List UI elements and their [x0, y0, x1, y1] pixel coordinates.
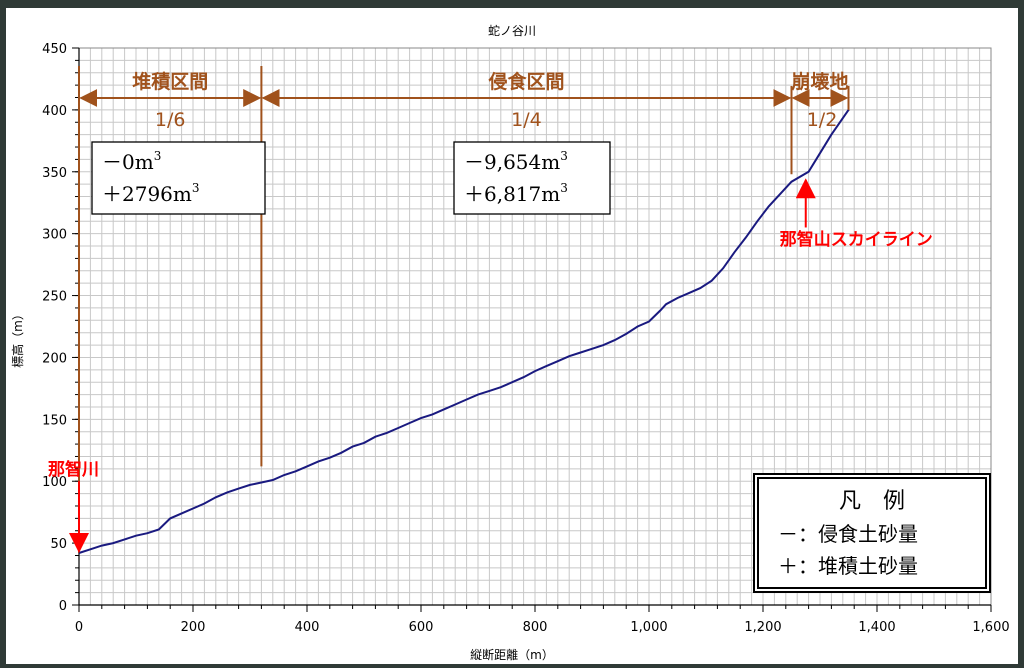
- x-tick-label: 600: [409, 620, 434, 635]
- x-tick-label: 1,000: [630, 620, 667, 635]
- grid: [78, 47, 992, 606]
- y-tick-label: 450: [42, 42, 67, 57]
- legend-title: 凡 例: [839, 489, 905, 514]
- y-tick-label: 400: [42, 104, 67, 119]
- zone-label: 堆積区間: [132, 70, 208, 93]
- x-tick-label: 0: [75, 620, 83, 635]
- x-tick-label: 400: [295, 620, 320, 635]
- zone-gradient-label: 1/2: [807, 109, 838, 131]
- y-tick-label: 50: [50, 537, 67, 552]
- y-tick-label: 250: [42, 290, 67, 305]
- chart-title: 蛇ノ谷川: [488, 23, 536, 38]
- volume-box: [91, 141, 266, 215]
- y-tick-label: 300: [42, 228, 67, 243]
- zone-annotations: 堆積区間 1/6 侵食区間 1/4 崩壊地 1/2 －0m3 ＋2796m3 －9,654m3 ＋…: [78, 66, 850, 554]
- y-tick-label: 350: [42, 166, 67, 181]
- zone-label: 侵食区間: [487, 70, 564, 93]
- volume-plus: ＋2796m3: [102, 181, 200, 206]
- legend-item-minus: －：侵食土砂量: [778, 522, 918, 546]
- elevation-chart: 0 200 400 600 800 1,000 1,200 1,400 1,600 0 50 100 1…: [10, 23, 1010, 662]
- elevation-series-line: [78, 109, 850, 554]
- x-tick-label: 1,400: [858, 620, 895, 635]
- legend: 凡 例 －：侵食土砂量 ＋：堆積土砂量: [753, 473, 991, 593]
- x-tick-label: 1,200: [744, 620, 781, 635]
- zone-gradient-label: 1/6: [155, 109, 186, 131]
- point-label-nachi-river: 那智川: [48, 459, 99, 480]
- x-tick-label: 800: [523, 620, 548, 635]
- volume-minus: －9,654m3: [464, 149, 568, 174]
- legend-outer-border: [753, 473, 991, 593]
- legend-inner-border: [757, 477, 987, 589]
- volume-plus: ＋6,817m3: [464, 181, 568, 206]
- y-tick-label: 100: [42, 475, 67, 490]
- chart-panel: 0 200 400 600 800 1,000 1,200 1,400 1,600 0 50 100 1…: [6, 8, 1018, 664]
- x-tick-label: 1,600: [972, 620, 1009, 635]
- legend-item-plus: ＋：堆積土砂量: [778, 554, 918, 578]
- volume-minus: －0m3: [102, 149, 161, 174]
- volume-box: [453, 141, 611, 215]
- y-tick-label: 200: [42, 351, 67, 366]
- zone-label: 崩壊地: [791, 70, 848, 93]
- x-axis-label: 縦断距離（m）: [470, 647, 554, 662]
- y-axis-label: 標高（m）: [10, 308, 25, 368]
- y-tick-label: 150: [42, 413, 67, 428]
- point-label-skyline: 那智山スカイライン: [780, 229, 933, 250]
- zone-gradient-label: 1/4: [511, 109, 542, 131]
- x-tick-label: 200: [181, 620, 206, 635]
- point-annotations: 那智川 那智山スカイライン: [48, 178, 933, 554]
- y-tick-label: 0: [59, 599, 67, 614]
